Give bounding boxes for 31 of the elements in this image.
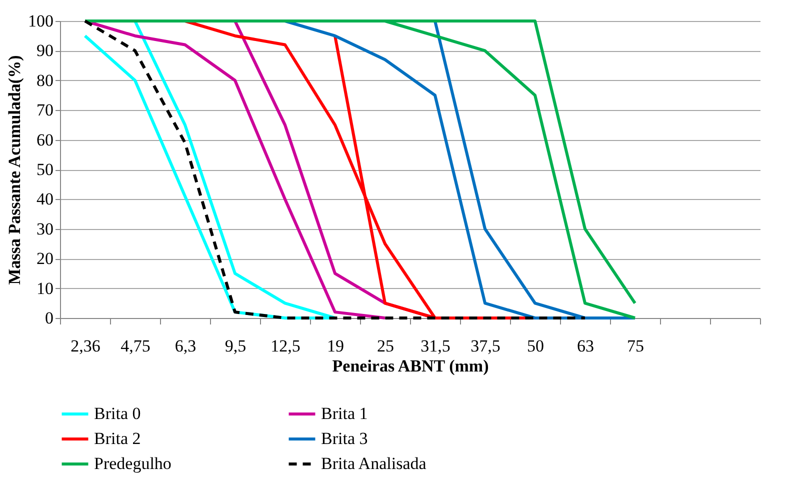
legend-label: Brita 0 bbox=[94, 404, 141, 423]
legend-label: Brita 3 bbox=[321, 429, 368, 448]
x-tick-label: 50 bbox=[527, 336, 544, 356]
y-tick-label: 50 bbox=[36, 160, 54, 179]
x-tick-label: 31,5 bbox=[420, 336, 450, 356]
x-axis-title: Peneiras ABNT (mm) bbox=[332, 356, 489, 376]
y-tick-label: 20 bbox=[36, 249, 54, 268]
y-tick-label: 30 bbox=[36, 219, 54, 238]
legend-label: Brita Analisada bbox=[321, 454, 427, 473]
y-tick-label: 80 bbox=[36, 70, 54, 90]
y-tick-label: 70 bbox=[36, 100, 54, 120]
y-tick-label: 90 bbox=[36, 41, 54, 60]
legend-label: Brita 1 bbox=[321, 404, 368, 423]
x-tick-label: 25 bbox=[377, 336, 394, 356]
y-tick-label: 0 bbox=[45, 308, 54, 328]
legend-label: Brita 2 bbox=[94, 429, 141, 448]
x-tick-label: 37,5 bbox=[470, 336, 500, 356]
x-tick-label: 19 bbox=[327, 336, 344, 356]
x-tick-label: 63 bbox=[577, 336, 594, 356]
x-tick-label: 4,75 bbox=[120, 336, 150, 356]
y-tick-label: 10 bbox=[36, 278, 54, 298]
x-tick-label: 2,36 bbox=[70, 336, 100, 356]
x-tick-label: 12,5 bbox=[270, 336, 300, 356]
y-axis-title: Massa Passante Acumulada(%) bbox=[5, 55, 24, 285]
legend-label: Predegulho bbox=[94, 454, 172, 473]
x-tick-label: 75 bbox=[627, 336, 644, 356]
y-tick-label: 100 bbox=[28, 12, 54, 30]
x-tick-label: 6,3 bbox=[174, 336, 196, 356]
y-tick-label: 60 bbox=[36, 130, 54, 150]
x-tick-label: 9,5 bbox=[224, 336, 246, 356]
y-tick-label: 40 bbox=[36, 190, 54, 209]
